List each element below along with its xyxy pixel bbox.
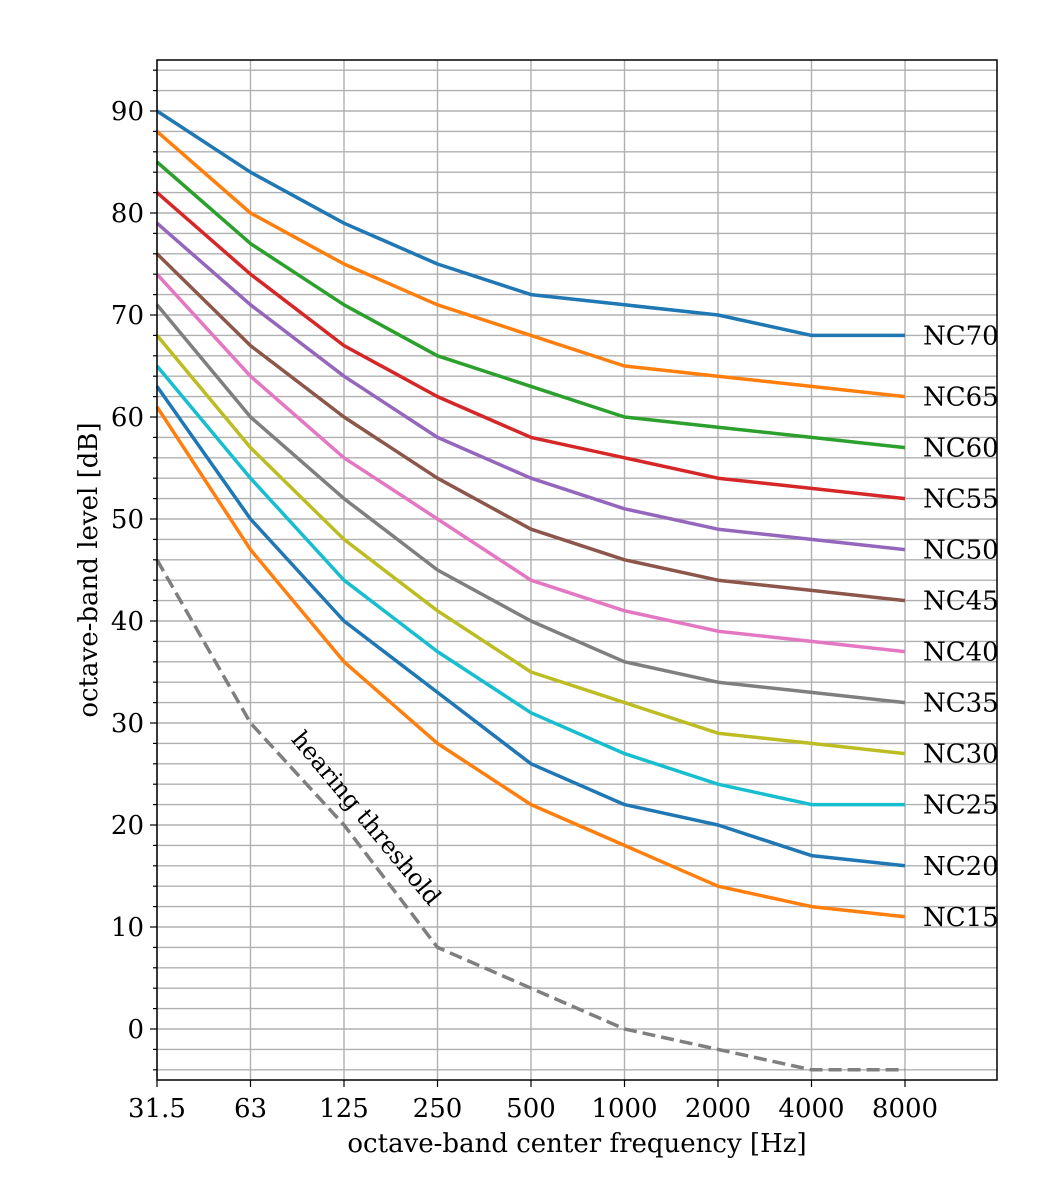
series-nc50-line: [155, 221, 906, 552]
series-nc65-line: [155, 130, 906, 399]
series-nc40-label: NC40: [923, 638, 999, 668]
series-nc45-label: NC45: [923, 587, 999, 617]
x-tick-label: 4000: [778, 1094, 844, 1124]
grid: [156, 60, 997, 1080]
x-tick-label: 63: [234, 1094, 267, 1124]
y-tick-label: 0: [127, 1015, 144, 1045]
series-nc50-label: NC50: [923, 536, 999, 566]
series-nc15-label: NC15: [923, 903, 999, 933]
hearing-threshold-line: [155, 558, 905, 1072]
series-nc55-line: [155, 191, 906, 501]
series-nc60-label: NC60: [923, 434, 999, 464]
hearing-threshold-label: hearing threshold: [286, 726, 447, 911]
y-tick-label: 90: [111, 97, 144, 127]
series-nc25-label: NC25: [923, 791, 999, 821]
series-nc15-line: [155, 405, 906, 919]
x-tick-label: 125: [319, 1094, 369, 1124]
series-nc70-label: NC70: [923, 321, 999, 351]
series-nc30-line: [155, 334, 906, 756]
x-axis-label: octave-band center frequency [Hz]: [347, 1129, 806, 1159]
y-tick-label: 60: [111, 403, 144, 433]
y-tick-label: 20: [111, 811, 144, 841]
series-nc70-line: [156, 109, 905, 338]
series-nc20-label: NC20: [923, 852, 999, 882]
x-tick-label: 8000: [872, 1094, 938, 1124]
series-nc40-line: [155, 273, 906, 654]
y-axis-label: octave-band level [dB]: [74, 422, 104, 717]
x-tick-label: 250: [413, 1094, 463, 1124]
x-tick-label: 1000: [591, 1094, 657, 1124]
series-nc20-line: [155, 385, 906, 868]
series-nc35-line: [155, 303, 906, 705]
series-nc65-label: NC65: [923, 383, 999, 413]
y-tick-label: 10: [111, 913, 144, 943]
series-nc60-line: [155, 160, 906, 450]
y-tick-label: 30: [111, 709, 144, 739]
y-tick-label: 50: [111, 505, 144, 535]
series-nc35-label: NC35: [923, 689, 999, 719]
x-tick-label: 31.5: [128, 1094, 186, 1124]
y-tick-label: 80: [111, 199, 144, 229]
curve-labels: NC70 NC65 NC60 NC55 NC50 NC45 NC40 NC35 NC30 NC25…: [923, 321, 999, 932]
plot-frame: [156, 59, 998, 1081]
series-nc55-label: NC55: [923, 485, 999, 515]
axis-ticks: 31.5 63 125 250 500 1000 2000 4000 8000 0 10 20 30 40…: [111, 69, 938, 1124]
y-tick-label: 70: [111, 301, 144, 331]
x-tick-label: 2000: [685, 1094, 751, 1124]
series-layer: [155, 109, 906, 1072]
series-nc25-line: [155, 364, 905, 807]
x-tick-label: 500: [506, 1094, 556, 1124]
y-tick-label: 40: [111, 607, 144, 637]
series-nc45-line: [155, 252, 906, 603]
series-nc30-label: NC30: [923, 740, 999, 770]
